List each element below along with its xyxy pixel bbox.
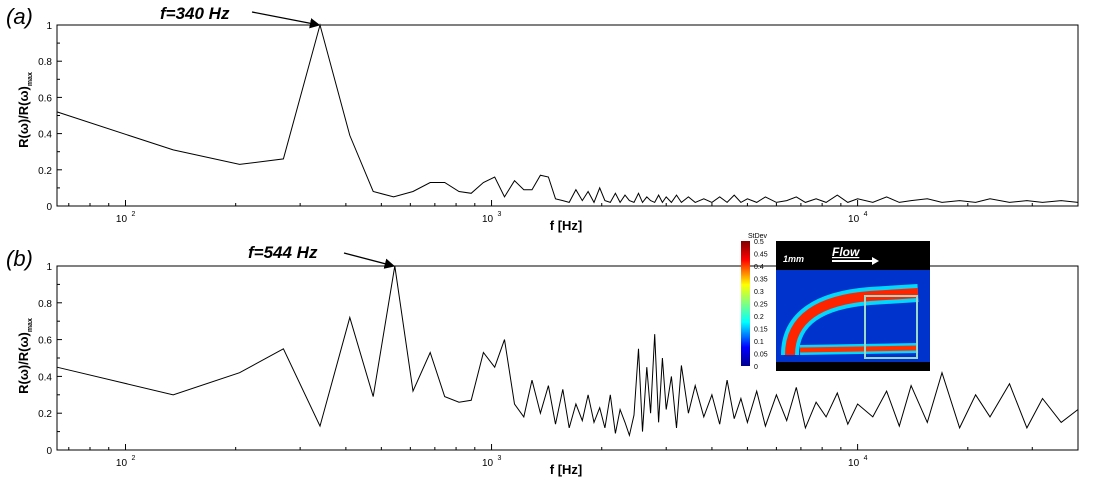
inset-scale-label: 1mm — [783, 254, 804, 264]
y-tick-label-b: 0.8 — [38, 299, 52, 310]
data-line-a — [56, 23, 1079, 204]
colorbar-ticks: 0.5 0.45 0.4 0.35 0.3 0.25 0.2 0.15 0.1 0.05 0 — [754, 239, 768, 371]
peak-annotation-b: f=544 Hz — [248, 243, 318, 262]
flow-arrowhead-icon — [872, 257, 879, 265]
colorbar-tick-label: 0.2 — [754, 314, 764, 321]
peak-annotation-a: f=340 Hz — [160, 4, 230, 23]
x-tick-exponent-b: 3 — [498, 455, 502, 462]
colorbar-tick-label: 0.35 — [754, 277, 768, 284]
x-axis-title-a: f [Hz] — [550, 218, 583, 233]
inset-wall-layer — [799, 345, 919, 353]
inset-probe-window — [864, 295, 918, 359]
y-axis-title-a: R(ω)/R(ω)max — [16, 72, 34, 148]
y-tick-label-b: 0.6 — [38, 336, 52, 347]
inset-wall-band — [776, 362, 930, 371]
panel-label-a: (a) — [6, 4, 33, 29]
x-tick-label-a: 10 — [116, 214, 128, 225]
peak-arrow-a — [251, 11, 321, 29]
colorbar-tick-label: 0.15 — [754, 327, 768, 334]
colorbar — [741, 241, 750, 366]
x-axis-title-b: f [Hz] — [550, 462, 583, 477]
x-tick-exponent-a: 2 — [131, 211, 135, 218]
y-tick-label-a: 1 — [46, 21, 52, 32]
colorbar-title: StDev — [748, 233, 768, 240]
x-tick-exponent-b: 4 — [864, 455, 868, 462]
x-tick-exponent-a: 4 — [864, 211, 868, 218]
y-tick-label-a: 0.4 — [38, 130, 52, 141]
y-tick-label-b: 0.2 — [38, 409, 52, 420]
colorbar-tick-label: 0.45 — [754, 252, 768, 259]
inset-flow-label: Flow — [832, 245, 860, 259]
y-tick-label-b: 1 — [46, 262, 52, 273]
x-tick-label-b: 10 — [482, 458, 494, 469]
data-line-b — [56, 265, 1079, 438]
inset-shear-layer — [785, 288, 919, 356]
x-tick-label-a: 10 — [482, 214, 494, 225]
colorbar-tick-label: 0.1 — [754, 339, 764, 346]
y-tick-label-a: 0.2 — [38, 166, 52, 177]
colorbar-tick-label: 0 — [754, 364, 758, 371]
colorbar-tick-label: 0.25 — [754, 302, 768, 309]
y-tick-label-a: 0.8 — [38, 57, 52, 68]
y-tick-label-b: 0 — [46, 446, 52, 457]
y-tick-label-b: 0.4 — [38, 372, 52, 383]
x-tick-label-b: 10 — [848, 458, 860, 469]
y-tick-label-a: 0 — [46, 202, 52, 213]
colorbar-tick-label: 0.3 — [754, 289, 764, 296]
x-tick-label-b: 10 — [116, 458, 128, 469]
y-tick-label-a: 0.6 — [38, 93, 52, 104]
y-axis-title-b: R(ω)/R(ω)max — [16, 318, 34, 394]
peak-arrow-b — [343, 252, 396, 269]
colorbar-tick-label: 0.05 — [754, 352, 768, 359]
colorbar-tick-label: 0.5 — [754, 239, 764, 246]
inset-header-band — [776, 241, 930, 270]
inset-stdev-map: StDev 0.5 0.45 0.4 0.35 0.3 0.25 0.2 0.15 0.1 0.0… — [741, 233, 930, 371]
colorbar-tick-label: 0.4 — [754, 264, 764, 271]
x-tick-exponent-b: 2 — [131, 455, 135, 462]
x-tick-exponent-a: 3 — [498, 211, 502, 218]
x-tick-label-a: 10 — [848, 214, 860, 225]
axes-frame-a — [56, 24, 1079, 207]
panel-label-b: (b) — [6, 246, 33, 271]
